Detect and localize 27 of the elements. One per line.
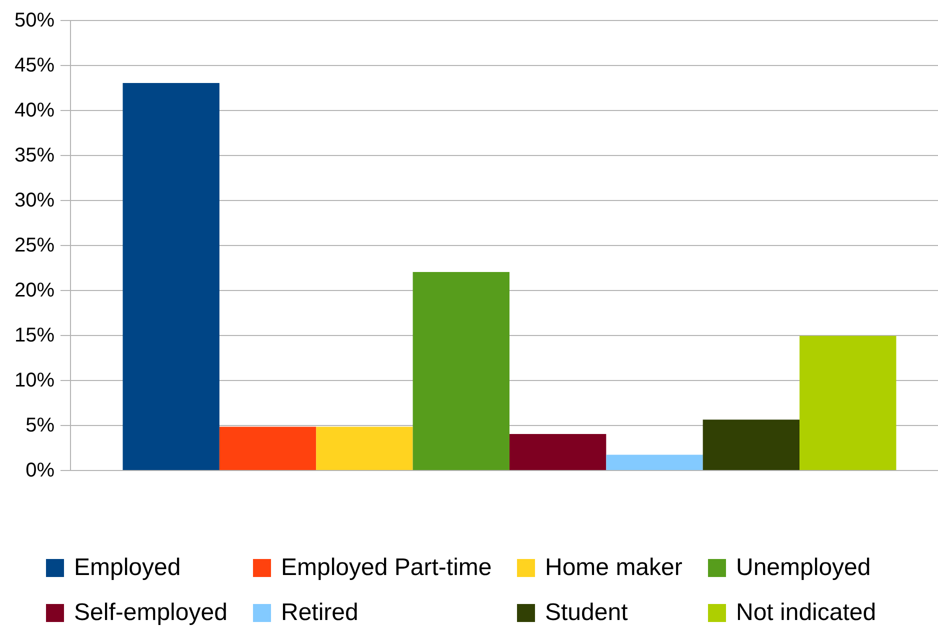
legend-label: Not indicated xyxy=(736,599,876,626)
bar xyxy=(122,83,220,470)
y-tick-label: 10% xyxy=(14,370,55,392)
legend-label: Retired xyxy=(281,599,358,626)
bar xyxy=(509,434,606,470)
y-tick-label: 5% xyxy=(26,414,55,436)
bar xyxy=(606,454,703,470)
y-tick-label: 25% xyxy=(14,234,55,256)
y-tick-label: 40% xyxy=(14,100,55,122)
legend-label: Self-employed xyxy=(74,599,228,626)
legend-label: Employed Part-time xyxy=(281,554,492,581)
y-tick-label: 20% xyxy=(14,280,55,302)
bar xyxy=(219,426,316,470)
bar xyxy=(702,420,800,470)
legend-label: Home maker xyxy=(545,554,682,581)
legend-label: Unemployed xyxy=(736,554,871,581)
bar xyxy=(800,336,896,470)
legend-label: Student xyxy=(545,599,628,626)
y-tick-label: 45% xyxy=(14,54,55,76)
bar xyxy=(412,272,510,470)
bar xyxy=(316,426,413,470)
y-tick-label: 30% xyxy=(14,190,55,212)
y-tick-label: 15% xyxy=(14,324,55,346)
y-tick-label: 35% xyxy=(14,144,55,166)
y-tick-label: 0% xyxy=(26,460,55,482)
y-tick-label: 50% xyxy=(14,10,55,32)
legend-label: Employed xyxy=(74,554,181,581)
